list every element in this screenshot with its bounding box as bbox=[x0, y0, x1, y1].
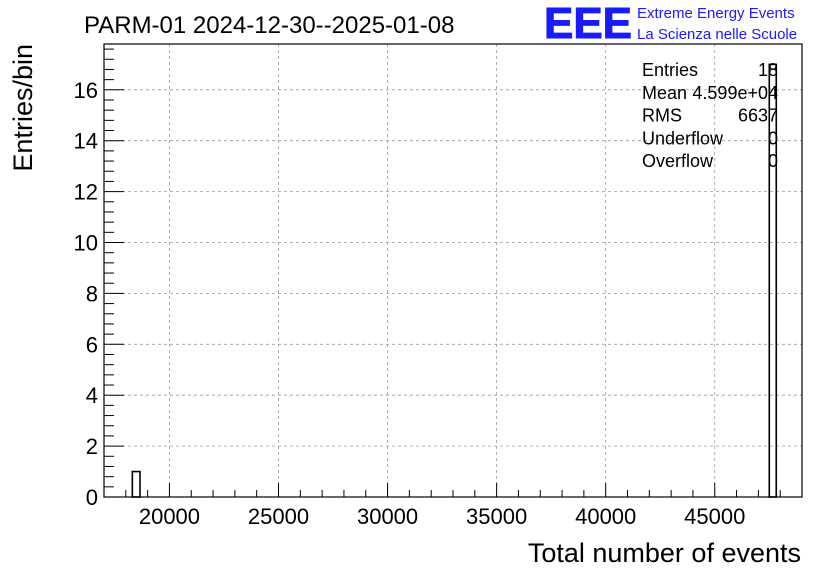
y-axis-label: Entries/bin bbox=[8, 44, 38, 172]
x-tick-label: 45000 bbox=[684, 504, 745, 529]
y-tick-label: 4 bbox=[86, 383, 98, 408]
x-tick-labels: 20000 25000 30000 35000 40000 45000 bbox=[139, 504, 746, 529]
x-tick-label: 30000 bbox=[357, 504, 418, 529]
y-tick-label: 14 bbox=[74, 129, 98, 154]
y-tick-label: 12 bbox=[74, 180, 98, 205]
stats-value: 4.599e+04 bbox=[692, 83, 778, 103]
stats-box: Entries 18 Mean 4.599e+04 RMS 6637 Underflow 0 O… bbox=[642, 60, 778, 171]
logo-line-2: La Scienza nelle Scuole bbox=[637, 26, 797, 43]
axis-ticks bbox=[103, 48, 803, 498]
stats-value: 0 bbox=[768, 151, 778, 171]
stats-label: Underflow bbox=[642, 128, 724, 148]
y-tick-labels: 0 2 4 6 8 10 12 14 16 bbox=[74, 78, 98, 510]
stats-label: Overflow bbox=[642, 151, 714, 171]
y-tick-label: 10 bbox=[74, 231, 98, 256]
y-tick-label: 6 bbox=[86, 332, 98, 357]
x-tick-label: 20000 bbox=[139, 504, 200, 529]
stats-label: Entries bbox=[642, 60, 698, 80]
x-axis-label: Total number of events bbox=[528, 538, 801, 568]
stats-value: 6637 bbox=[738, 106, 778, 126]
stats-value: 0 bbox=[768, 128, 778, 148]
logo-line-1: Extreme Energy Events bbox=[637, 5, 795, 22]
y-tick-label: 8 bbox=[86, 281, 98, 306]
x-tick-label: 40000 bbox=[575, 504, 636, 529]
eee-logo: EEE Extreme Energy Events La Scienza nel… bbox=[544, 0, 798, 49]
eee-logo-mark: EEE bbox=[544, 0, 632, 48]
x-tick-label: 25000 bbox=[248, 504, 309, 529]
y-tick-label: 2 bbox=[86, 434, 98, 459]
x-tick-label: 35000 bbox=[466, 504, 527, 529]
stats-value: 18 bbox=[758, 60, 778, 80]
y-tick-label: 0 bbox=[86, 485, 98, 510]
y-tick-label: 16 bbox=[74, 78, 98, 103]
grid-lines bbox=[104, 44, 802, 497]
chart-title: PARM-01 2024-12-30--2025-01-08 bbox=[84, 12, 454, 39]
stats-label: RMS bbox=[642, 106, 682, 126]
stats-label: Mean bbox=[642, 83, 687, 103]
